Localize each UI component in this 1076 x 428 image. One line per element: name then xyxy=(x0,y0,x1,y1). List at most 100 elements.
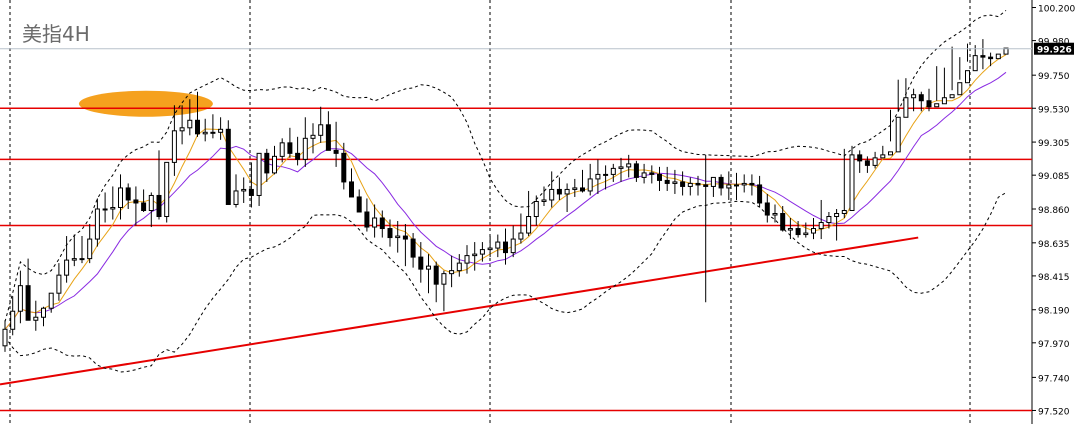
candle-body xyxy=(864,160,870,166)
candle-body xyxy=(518,232,524,240)
candle-body xyxy=(526,216,532,234)
candle-body xyxy=(595,173,601,180)
candle-body xyxy=(988,56,994,60)
candle-body xyxy=(533,200,539,218)
candle-body xyxy=(79,258,85,261)
candle-body xyxy=(379,217,385,230)
candle-body xyxy=(295,152,301,160)
candle-body xyxy=(580,187,585,192)
candle-body xyxy=(171,130,177,163)
candle-body xyxy=(225,128,231,205)
y-tick-label: 99.530 xyxy=(1038,105,1070,115)
y-tick-label: 100.200 xyxy=(1038,5,1075,15)
candle-body xyxy=(903,97,909,118)
candle-body xyxy=(980,55,986,58)
candle-body xyxy=(71,258,77,261)
candle-body xyxy=(433,265,439,285)
candle-body xyxy=(880,154,886,159)
candle-body xyxy=(949,94,955,99)
candle-body xyxy=(287,142,293,154)
bollinger-lower-band xyxy=(4,192,1007,373)
candle-body xyxy=(888,151,893,156)
candle-body xyxy=(872,157,878,166)
candle-body xyxy=(603,173,609,176)
candle-body xyxy=(487,247,493,251)
candle-body xyxy=(503,241,508,254)
candle-body xyxy=(641,172,647,178)
candle-body xyxy=(572,187,578,190)
candle-body xyxy=(710,176,716,187)
candle-body xyxy=(811,228,816,234)
candle-body xyxy=(657,173,662,181)
y-tick-label: 99.980 xyxy=(1038,38,1070,48)
y-tick-label: 98.190 xyxy=(1038,307,1070,317)
candle-body xyxy=(479,249,485,255)
y-tick-label: 97.970 xyxy=(1038,340,1070,350)
candle-body xyxy=(410,238,416,258)
y-tick-label: 98.860 xyxy=(1038,206,1070,216)
candle-body xyxy=(241,188,247,192)
candle-body xyxy=(418,256,424,270)
candle-body xyxy=(818,222,824,230)
candle-body xyxy=(510,238,516,254)
candle-body xyxy=(795,228,801,236)
candle-body xyxy=(464,255,470,264)
candle-body xyxy=(941,97,947,105)
current-price-label: 99.926 xyxy=(1037,46,1072,56)
candle-body xyxy=(672,181,678,184)
candle-body xyxy=(195,119,200,135)
candle-body xyxy=(33,316,39,321)
candle-body xyxy=(718,176,724,189)
candle-body xyxy=(210,131,216,134)
candle-body xyxy=(772,213,778,216)
trendline xyxy=(0,236,919,386)
y-tick-label: 98.635 xyxy=(1038,240,1070,250)
candle-body xyxy=(218,128,224,133)
candle-body xyxy=(118,187,123,208)
candle-body xyxy=(649,172,655,175)
candle-body xyxy=(664,179,670,184)
candle-body xyxy=(94,208,100,240)
candle-body xyxy=(995,53,1001,60)
candle-body xyxy=(472,253,478,257)
candle-body xyxy=(456,262,462,272)
candle-body xyxy=(687,182,693,187)
candle-body xyxy=(749,182,755,186)
candle-body xyxy=(248,188,254,196)
candle-body xyxy=(703,184,709,187)
candle-body xyxy=(233,190,239,205)
candle-body xyxy=(349,181,354,198)
candle-body xyxy=(110,206,116,210)
candle-body xyxy=(356,196,362,213)
resistance-zone-highlight xyxy=(78,90,213,117)
candle-body xyxy=(726,184,732,189)
candle-body xyxy=(965,70,970,84)
candle-body xyxy=(426,265,431,270)
candle-body xyxy=(156,194,162,218)
current-price-badge xyxy=(1034,42,1074,55)
candle-body xyxy=(1003,47,1009,55)
candle-body xyxy=(17,285,23,312)
candle-body xyxy=(187,119,193,129)
bollinger-upper-band xyxy=(4,10,1007,322)
candle-body xyxy=(695,182,701,186)
y-tick-label: 97.520 xyxy=(1038,407,1070,417)
candle-body xyxy=(564,188,570,195)
y-tick-label: 99.305 xyxy=(1038,139,1070,149)
candle-body xyxy=(934,103,940,108)
candle-body xyxy=(179,127,185,132)
candle-body xyxy=(341,152,347,183)
candle-body xyxy=(841,209,847,215)
candle-body xyxy=(780,213,786,231)
candle-body xyxy=(302,137,308,160)
candle-body xyxy=(787,228,793,231)
candle-body xyxy=(310,134,316,139)
candle-body xyxy=(972,55,978,72)
candle-body xyxy=(895,116,901,153)
candle-body xyxy=(372,217,378,228)
candle-body xyxy=(626,163,632,168)
candle-body xyxy=(102,208,108,211)
candle-body xyxy=(364,211,370,228)
